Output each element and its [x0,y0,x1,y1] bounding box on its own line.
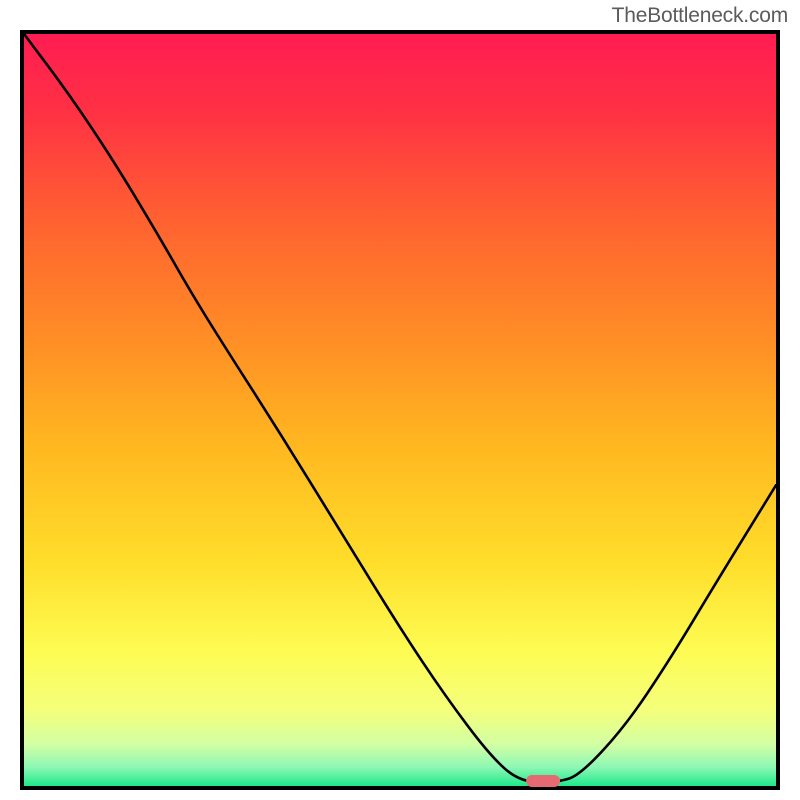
chart-line-series [24,34,776,786]
chart-optimal-marker [526,775,560,787]
watermark-text: TheBottleneck.com [612,4,788,28]
series-path [24,34,776,782]
plot-area [20,30,780,790]
